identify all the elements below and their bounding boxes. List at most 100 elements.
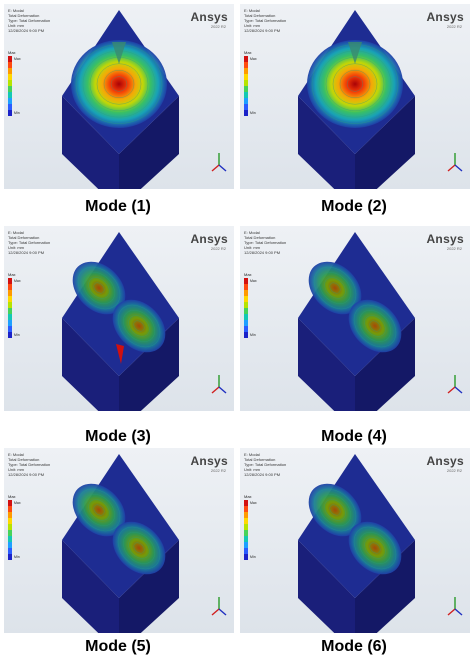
header-line: E: Modal xyxy=(8,452,24,457)
ansys-logo: Ansys xyxy=(190,232,228,246)
contour-line xyxy=(329,504,341,516)
fea-model xyxy=(298,10,415,189)
axis-triad xyxy=(446,151,464,173)
mode-3-viewport: E: Modal Total Deformation Type: Total Def… xyxy=(4,226,234,411)
header-line: E: Modal xyxy=(244,452,260,457)
legend-swatch xyxy=(8,278,12,284)
header-line: 12/28/2024 9:00 PM xyxy=(244,250,281,255)
mode-3-caption: Mode (3) xyxy=(85,428,151,445)
legend-row xyxy=(244,326,257,332)
legend-value: Min xyxy=(14,111,20,115)
legend-row xyxy=(244,302,257,308)
legend-row xyxy=(244,104,257,110)
header-line: Unit: mm xyxy=(244,23,260,28)
cutout-marker xyxy=(348,42,362,64)
legend-swatch xyxy=(244,554,248,560)
deformation-lobe xyxy=(348,521,402,575)
legend-row xyxy=(8,326,21,332)
legend-row xyxy=(8,302,21,308)
legend-value: Min xyxy=(250,555,256,559)
legend-swatch xyxy=(8,62,12,68)
legend-row xyxy=(8,68,21,74)
contour-line xyxy=(324,277,346,299)
mode-6-viewport: E: Modal Total Deformation Type: Total Def… xyxy=(240,448,470,633)
legend-row xyxy=(244,542,257,548)
legend-swatch xyxy=(244,500,248,506)
legend-swatch xyxy=(8,302,12,308)
legend-value: Max xyxy=(250,501,257,505)
header-line: Type: Total Deformation xyxy=(244,240,287,245)
fea-model xyxy=(298,454,415,633)
contour-line xyxy=(117,526,161,570)
contour-line xyxy=(93,282,105,294)
contour-line xyxy=(339,69,371,99)
legend-row xyxy=(8,512,21,518)
legend-swatch xyxy=(8,68,12,74)
legend-row xyxy=(244,92,257,98)
contour-line xyxy=(133,320,145,332)
header-line: Total Deformation xyxy=(244,457,276,462)
header-line: Total Deformation xyxy=(244,13,276,18)
legend-swatch xyxy=(244,278,248,284)
deformation-contour xyxy=(71,40,167,128)
deformation-contour xyxy=(307,40,403,128)
mode-5-viewport: E: Modal Total Deformation Type: Total Def… xyxy=(4,448,234,633)
ansys-logo: Ansys xyxy=(426,454,464,468)
legend-swatch xyxy=(244,56,248,62)
legend-swatch xyxy=(244,68,248,74)
contour-line xyxy=(353,526,397,570)
color-legend: Max Max Min xyxy=(8,272,21,338)
legend-unit: Max xyxy=(8,494,16,499)
legend-swatch xyxy=(8,554,12,560)
legend-row xyxy=(244,290,257,296)
ansys-version: 2022 R2 xyxy=(210,24,226,29)
legend-value: Max xyxy=(250,279,257,283)
axis-triad xyxy=(446,595,464,617)
deformation-lobe xyxy=(308,483,362,537)
legend-swatch xyxy=(244,86,248,92)
legend-unit: Max xyxy=(8,50,16,55)
legend-swatch xyxy=(244,302,248,308)
contour-line xyxy=(346,76,364,92)
deformation-lobe xyxy=(72,483,126,537)
legend-value: Min xyxy=(250,111,256,115)
cube-left-face xyxy=(62,318,119,411)
legend-swatch xyxy=(244,62,248,68)
contour-line xyxy=(123,310,155,342)
legend-row xyxy=(8,542,21,548)
legend-swatch xyxy=(244,74,248,80)
contour-line xyxy=(83,272,115,304)
legend-swatch xyxy=(244,104,248,110)
deformation-lobe xyxy=(112,299,166,353)
legend-row: Min xyxy=(8,110,21,116)
ansys-logo: Ansys xyxy=(426,10,464,24)
contour-line xyxy=(88,499,110,521)
header-line: Type: Total Deformation xyxy=(8,240,51,245)
mode-4-viewport: E: Modal Total Deformation Type: Total Def… xyxy=(240,226,470,411)
cube-left-face xyxy=(298,96,355,189)
legend-swatch xyxy=(8,536,12,542)
header-line: 12/28/2024 9:00 PM xyxy=(244,28,281,33)
contour-line xyxy=(364,537,386,559)
legend-unit: Max xyxy=(8,272,16,277)
ansys-logo: Ansys xyxy=(190,454,228,468)
header-line: E: Modal xyxy=(8,230,24,235)
contour-line xyxy=(324,499,346,521)
legend-swatch xyxy=(244,80,248,86)
contour-line xyxy=(110,76,128,92)
legend-swatch xyxy=(244,326,248,332)
contour-line xyxy=(364,315,386,337)
legend-swatch xyxy=(8,320,12,326)
contour-line xyxy=(123,532,155,564)
legend-row: Min xyxy=(244,332,257,338)
legend-row: Max xyxy=(244,500,257,506)
ansys-version: 2022 R2 xyxy=(446,468,462,473)
contour-line xyxy=(117,304,161,348)
color-legend: Max Max Min xyxy=(244,50,257,116)
legend-row xyxy=(244,308,257,314)
contour-line xyxy=(329,282,341,294)
legend-row: Min xyxy=(8,332,21,338)
legend-swatch xyxy=(244,524,248,530)
max-deformation-spot xyxy=(116,344,124,364)
legend-row: Max xyxy=(8,500,21,506)
